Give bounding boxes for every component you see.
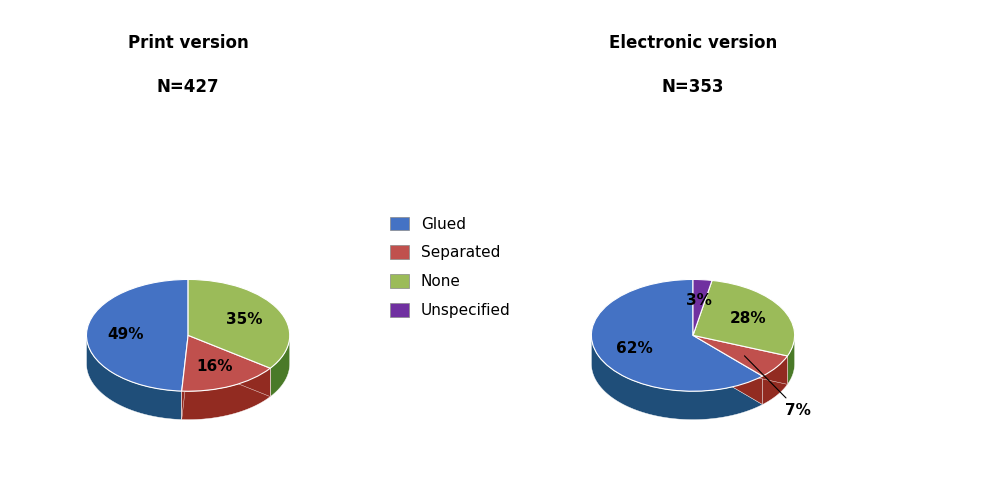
Text: Print version: Print version: [128, 34, 248, 52]
Wedge shape: [693, 280, 795, 356]
Polygon shape: [188, 335, 270, 397]
Text: 16%: 16%: [197, 359, 234, 374]
Text: N=353: N=353: [661, 78, 725, 96]
Wedge shape: [693, 335, 787, 376]
Polygon shape: [693, 335, 787, 384]
Polygon shape: [270, 336, 290, 397]
Polygon shape: [693, 335, 762, 404]
Polygon shape: [693, 335, 787, 384]
Wedge shape: [86, 279, 188, 391]
Text: N=427: N=427: [156, 78, 220, 96]
Wedge shape: [591, 279, 762, 391]
Polygon shape: [182, 335, 188, 419]
Polygon shape: [591, 337, 762, 420]
Text: 62%: 62%: [616, 341, 652, 356]
Wedge shape: [693, 279, 712, 335]
Polygon shape: [182, 368, 270, 420]
Text: Electronic version: Electronic version: [609, 34, 777, 52]
Legend: Glued, Separated, None, Unspecified: Glued, Separated, None, Unspecified: [384, 210, 517, 324]
Text: 7%: 7%: [744, 356, 811, 417]
Polygon shape: [86, 336, 182, 419]
Text: 35%: 35%: [226, 312, 262, 327]
Polygon shape: [787, 336, 795, 384]
Polygon shape: [182, 335, 188, 419]
Text: 49%: 49%: [107, 327, 144, 342]
Polygon shape: [762, 356, 787, 404]
Wedge shape: [182, 335, 270, 391]
Polygon shape: [693, 335, 762, 404]
Wedge shape: [188, 279, 290, 368]
Text: 3%: 3%: [686, 294, 712, 308]
Text: 28%: 28%: [730, 311, 766, 326]
Polygon shape: [188, 335, 270, 397]
